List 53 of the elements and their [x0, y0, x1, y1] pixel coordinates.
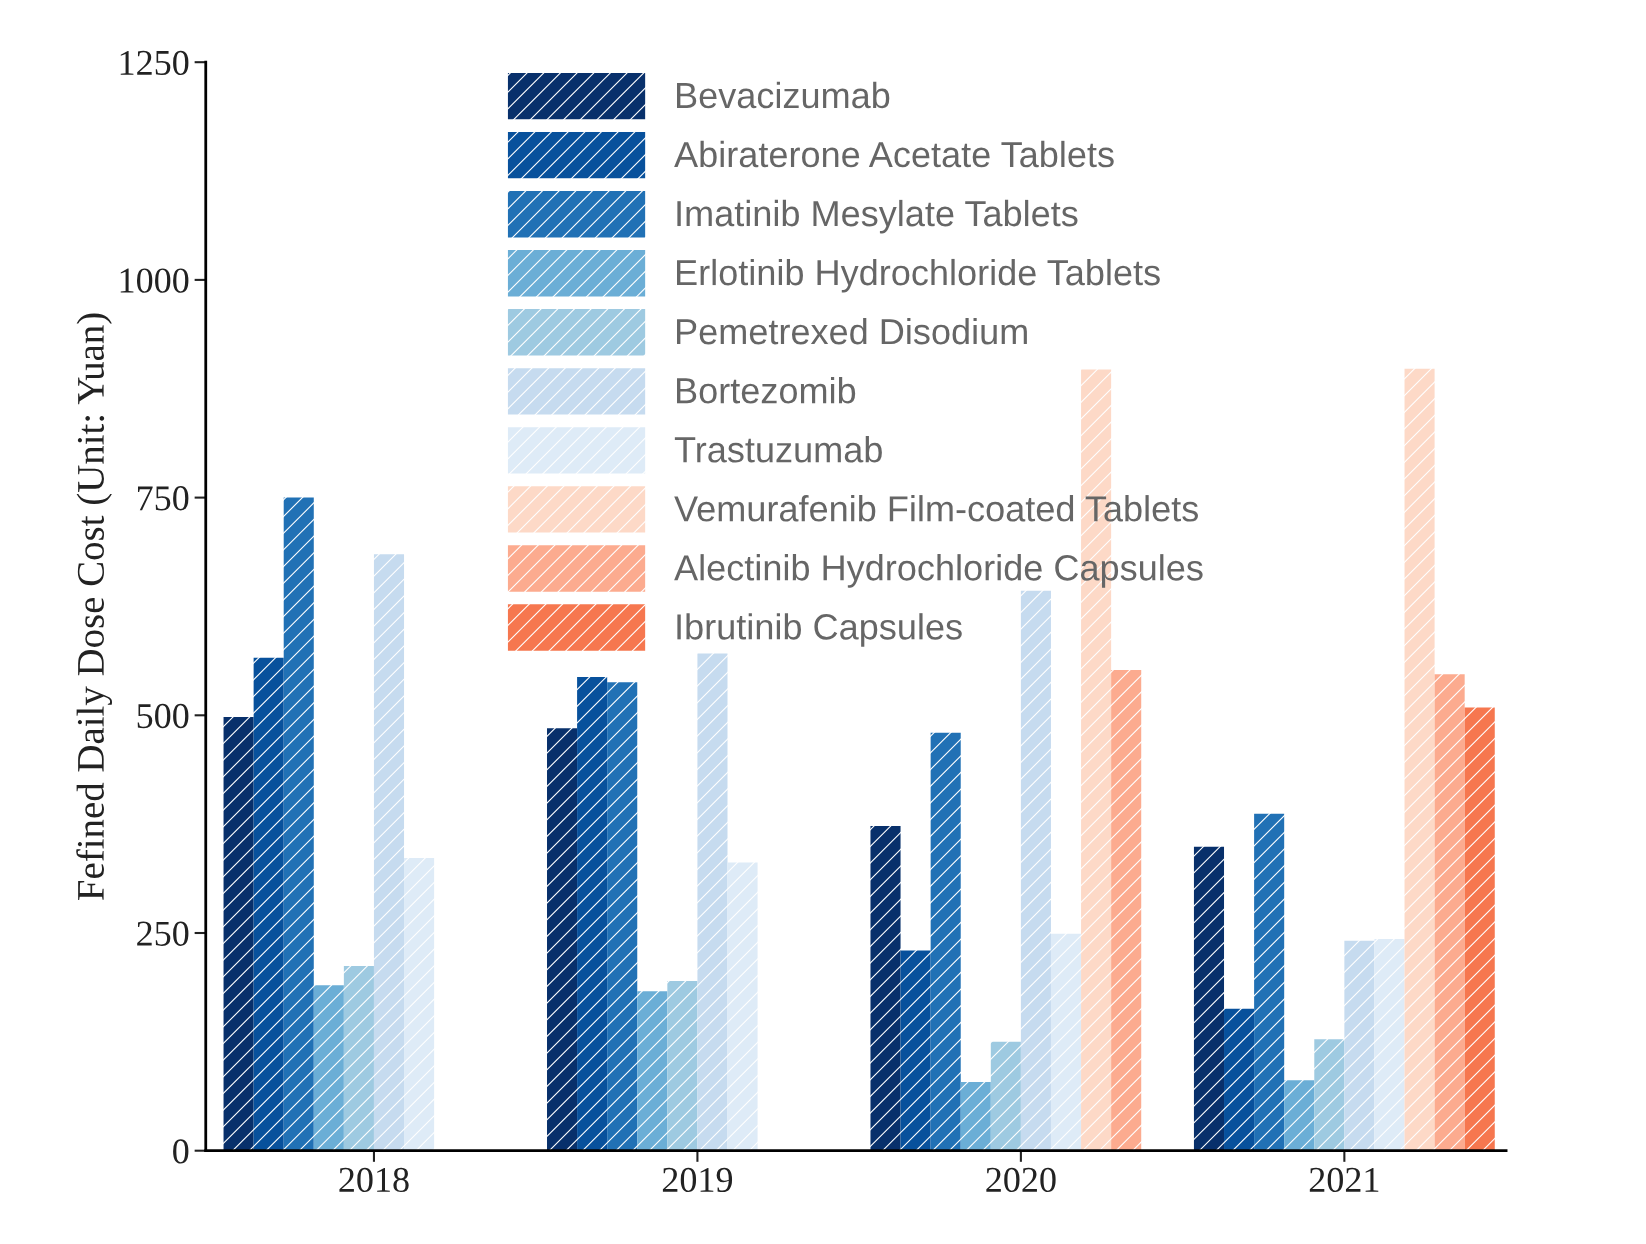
legend-label: Bortezomib	[677, 377, 856, 404]
bar	[1344, 940, 1375, 1151]
bar	[1224, 1008, 1255, 1151]
bar	[283, 497, 314, 1151]
bar	[1374, 939, 1405, 1151]
legend-label: Bevacizumab	[677, 81, 890, 109]
legend-label: Vemurafenib Film-coated Tablets	[674, 495, 1198, 522]
bar	[930, 732, 961, 1151]
y-axis-title: Fefined Daily Dose Cost (Unit: Yuan)	[76, 313, 112, 901]
bar	[1254, 813, 1285, 1151]
bar	[697, 653, 728, 1151]
x-tick-label: 2018	[339, 1167, 409, 1193]
y-tick-label: 750	[137, 486, 189, 511]
bar	[960, 1081, 991, 1151]
bar	[1284, 1080, 1315, 1151]
x-tick-label: 2020	[986, 1167, 1056, 1193]
legend-label: Alectinib Hydrochloride Capsules	[674, 554, 1203, 588]
legend-label: Pemetrexed Disodium	[677, 317, 1027, 345]
y-tick-label: 0	[173, 1139, 189, 1164]
bar	[253, 657, 284, 1151]
bar	[343, 966, 374, 1151]
x-tick-label: 2019	[662, 1167, 733, 1193]
bar	[547, 728, 578, 1151]
bar	[1193, 846, 1225, 1151]
legend-label: Erlotinib Hydrochloride Tablets	[677, 258, 1160, 293]
legend-label: Imatinib Mesylate Tablets	[677, 199, 1078, 234]
y-tick-label: 1250	[120, 50, 189, 76]
y-tick-label: 500	[137, 703, 189, 729]
bar	[577, 676, 608, 1151]
bar	[637, 991, 668, 1151]
bar	[667, 980, 698, 1151]
bar	[1020, 590, 1051, 1151]
bar	[607, 682, 638, 1151]
bar	[1111, 670, 1142, 1151]
bar	[373, 554, 405, 1151]
bar	[900, 950, 931, 1151]
bar	[1464, 707, 1495, 1151]
bar	[1434, 674, 1465, 1151]
bar	[1314, 1039, 1345, 1151]
bar	[1050, 933, 1082, 1151]
bar	[1404, 368, 1435, 1151]
y-tick-label: 250	[137, 921, 189, 946]
bar	[870, 825, 901, 1151]
legend-label: Trastuzumab	[674, 436, 882, 463]
bar	[990, 1041, 1021, 1151]
legend-label: Abiraterone Acetate Tablets	[674, 140, 1114, 168]
bar	[404, 858, 435, 1151]
bar	[313, 985, 344, 1151]
legend-label: Ibrutinib Capsules	[677, 613, 962, 647]
bar	[223, 717, 254, 1151]
y-tick-label: 1000	[120, 268, 189, 293]
bar	[727, 862, 758, 1151]
x-tick-label: 2021	[1309, 1167, 1379, 1193]
